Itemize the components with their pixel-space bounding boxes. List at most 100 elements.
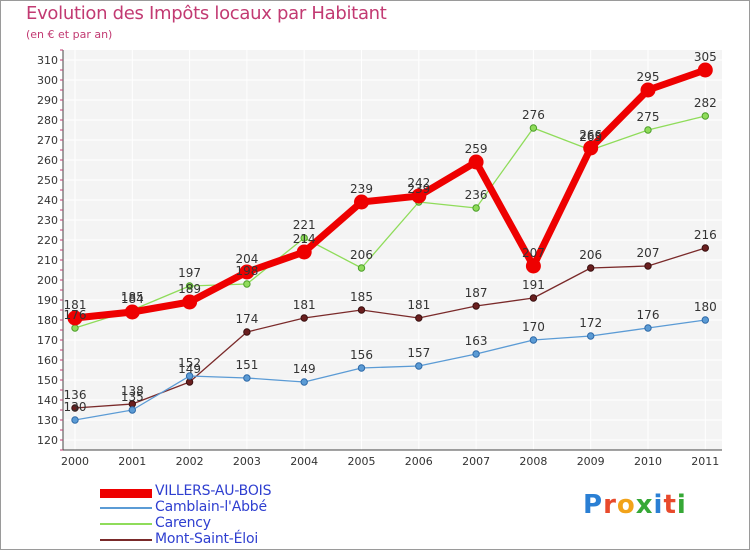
data-point-villers bbox=[640, 82, 656, 98]
data-label-villers: 207 bbox=[522, 246, 545, 260]
data-point-camblain bbox=[128, 406, 137, 414]
data-label-mont: 207 bbox=[637, 246, 660, 260]
data-point-mont bbox=[357, 306, 366, 314]
y-tick-label: 200 bbox=[37, 274, 58, 287]
data-label-carency: 276 bbox=[522, 108, 545, 122]
data-label-mont: 149 bbox=[178, 362, 201, 376]
data-label-carency: 198 bbox=[235, 264, 258, 278]
legend-swatch-villers bbox=[100, 489, 152, 498]
data-point-camblain bbox=[529, 336, 538, 344]
y-tick-label: 180 bbox=[37, 314, 58, 327]
data-label-mont: 187 bbox=[465, 286, 488, 300]
x-tick-label: 2011 bbox=[691, 455, 719, 468]
y-tick-label: 310 bbox=[37, 54, 58, 67]
data-point-mont bbox=[415, 314, 423, 322]
logo-letter: i bbox=[653, 490, 664, 520]
data-point-carency bbox=[71, 324, 79, 332]
data-point-carency bbox=[644, 126, 652, 134]
data-label-camblain: 149 bbox=[293, 362, 316, 376]
data-label-camblain: 172 bbox=[579, 316, 602, 330]
y-tick-label: 130 bbox=[37, 414, 58, 427]
data-point-mont bbox=[701, 244, 709, 252]
data-point-carency bbox=[300, 234, 308, 242]
y-tick-label: 250 bbox=[37, 174, 58, 187]
data-point-carency bbox=[701, 112, 709, 120]
data-label-villers: 266 bbox=[579, 128, 602, 142]
y-tick-label: 160 bbox=[37, 354, 58, 367]
data-label-carency: 176 bbox=[64, 308, 87, 322]
data-point-villers bbox=[182, 294, 198, 310]
x-tick-label: 2005 bbox=[348, 455, 376, 468]
y-tick-label: 290 bbox=[37, 94, 58, 107]
data-point-villers bbox=[468, 154, 484, 170]
chart-title: Evolution des Impôts locaux par Habitant bbox=[26, 3, 387, 24]
logo-letter: o bbox=[616, 490, 636, 520]
data-point-camblain bbox=[357, 364, 366, 372]
logo-letter: t bbox=[663, 490, 677, 520]
y-tick-label: 260 bbox=[37, 154, 58, 167]
data-point-mont bbox=[243, 328, 251, 336]
data-label-mont: 216 bbox=[694, 228, 717, 242]
data-point-mont bbox=[529, 294, 538, 302]
data-point-villers bbox=[525, 258, 541, 274]
data-label-villers: 259 bbox=[465, 142, 488, 156]
data-label-camblain: 130 bbox=[64, 400, 87, 414]
data-point-villers bbox=[411, 188, 427, 204]
data-point-camblain bbox=[472, 350, 480, 358]
x-tick-label: 2000 bbox=[61, 455, 89, 468]
x-tick-label: 2009 bbox=[577, 455, 605, 468]
y-tick-label: 140 bbox=[37, 394, 58, 407]
logo-letter: x bbox=[635, 490, 654, 520]
data-point-villers bbox=[697, 62, 713, 78]
data-point-camblain bbox=[71, 416, 79, 424]
legend-label-mont: Mont-Saint-Éloi bbox=[155, 531, 259, 547]
data-point-mont bbox=[472, 302, 480, 310]
data-label-carency: 206 bbox=[350, 248, 373, 262]
data-point-villers bbox=[239, 264, 255, 280]
data-label-camblain: 135 bbox=[121, 390, 144, 404]
data-point-mont bbox=[71, 404, 79, 412]
data-point-mont bbox=[185, 378, 194, 386]
data-point-mont bbox=[300, 314, 308, 322]
data-point-camblain bbox=[587, 332, 595, 340]
data-label-villers: 295 bbox=[637, 70, 660, 84]
data-label-mont: 174 bbox=[235, 312, 258, 326]
y-tick-label: 300 bbox=[37, 74, 58, 87]
x-tick-label: 2007 bbox=[462, 455, 490, 468]
data-point-camblain bbox=[415, 362, 423, 370]
data-label-mont: 181 bbox=[407, 298, 430, 312]
data-point-camblain bbox=[185, 372, 194, 380]
data-label-villers: 189 bbox=[178, 282, 201, 296]
x-tick-label: 2010 bbox=[634, 455, 662, 468]
logo-letter: i bbox=[676, 490, 687, 520]
x-tick-label: 2002 bbox=[176, 455, 204, 468]
data-point-villers bbox=[583, 140, 599, 156]
y-tick-label: 210 bbox=[37, 254, 58, 267]
data-label-carency: 282 bbox=[694, 96, 717, 110]
data-label-camblain: 157 bbox=[407, 346, 430, 360]
data-label-mont: 191 bbox=[522, 278, 545, 292]
data-point-villers bbox=[296, 244, 312, 260]
y-tick-label: 120 bbox=[37, 434, 58, 447]
legend-swatch-camblain bbox=[100, 507, 152, 509]
data-label-carency: 239 bbox=[407, 182, 430, 196]
data-point-carency bbox=[243, 280, 251, 288]
x-tick-label: 2001 bbox=[118, 455, 146, 468]
data-label-mont: 185 bbox=[350, 290, 373, 304]
y-tick-label: 230 bbox=[37, 214, 58, 227]
y-tick-label: 150 bbox=[37, 374, 58, 387]
data-point-mont bbox=[644, 262, 652, 270]
data-label-camblain: 180 bbox=[694, 300, 717, 314]
chart-subtitle: (en € et par an) bbox=[26, 28, 113, 41]
data-label-carency: 275 bbox=[637, 110, 660, 124]
data-point-camblain bbox=[644, 324, 652, 332]
data-label-mont: 181 bbox=[293, 298, 316, 312]
data-label-camblain: 163 bbox=[465, 334, 488, 348]
data-label-carency: 236 bbox=[465, 188, 488, 202]
data-point-mont bbox=[587, 264, 595, 272]
series-line-mont bbox=[74, 247, 706, 409]
legend-label-villers: VILLERS-AU-BOIS bbox=[155, 483, 272, 499]
data-label-villers: 214 bbox=[293, 232, 316, 246]
data-label-carency: 197 bbox=[178, 266, 201, 280]
